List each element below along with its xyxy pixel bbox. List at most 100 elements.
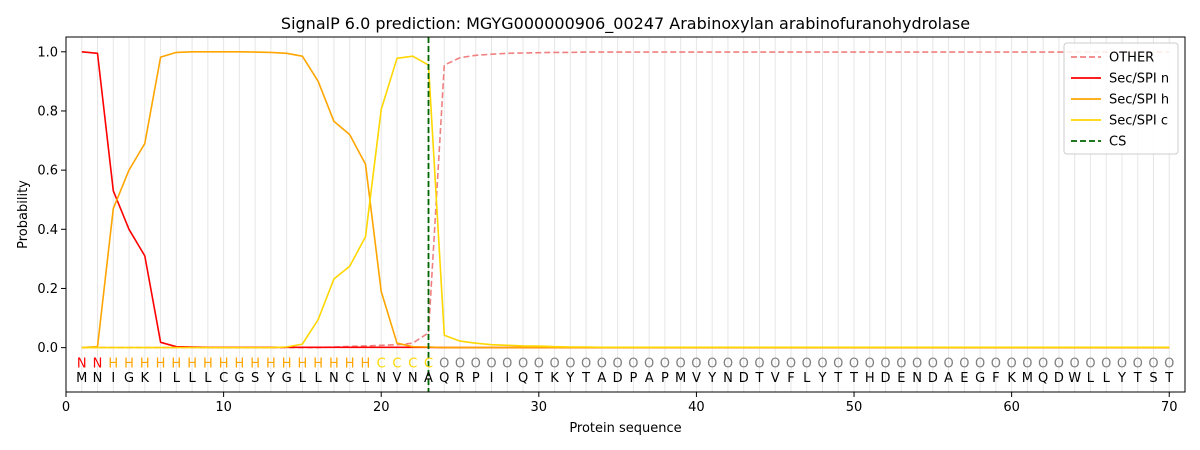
x-tick-label: 40: [688, 400, 705, 415]
region-label: H: [361, 356, 371, 371]
sequence-residue: N: [329, 371, 339, 386]
x-tick-label: 50: [846, 400, 863, 415]
region-label: O: [691, 356, 701, 371]
region-label: O: [739, 356, 749, 371]
sequence-residue: Q: [1038, 371, 1048, 386]
legend-box: [1063, 42, 1179, 155]
sequence-residue: W: [1068, 371, 1081, 386]
sequence-residue: L: [803, 371, 811, 386]
x-tick-label: 10: [215, 400, 232, 415]
region-label: O: [770, 356, 780, 371]
sequence-residue: L: [173, 371, 181, 386]
legend-label: Sec/SPI c: [1109, 114, 1168, 129]
sequence-residue: K: [1007, 371, 1016, 386]
x-tick-label: 30: [531, 400, 548, 415]
sequence-residue: V: [393, 371, 402, 386]
sequence-residue: D: [1054, 371, 1064, 386]
sequence-residue: V: [771, 371, 780, 386]
sequence-residue: C: [345, 371, 354, 386]
legend-label: Sec/SPI h: [1109, 93, 1169, 108]
x-tick-label: 0: [62, 400, 70, 415]
sequence-residue: P: [661, 371, 669, 386]
sequence-residue: V: [692, 371, 701, 386]
sequence-residue: I: [159, 371, 163, 386]
sequence-residue: L: [315, 371, 323, 386]
residue-labels: NMNNHIHGHKHIHLHLHLHCHGHSHYHGHLHLHNHCHLCN…: [76, 356, 1174, 386]
region-label: H: [187, 356, 197, 371]
axes: 0 10 20 30 40 50 60 70 0.0 0.2 0.4 0.6 0.8 1.0: [37, 45, 1177, 415]
sequence-residue: D: [739, 371, 749, 386]
sequence-residue: S: [251, 371, 259, 386]
sequence-residue: T: [1164, 371, 1173, 386]
region-label: H: [266, 356, 276, 371]
x-tick-label: 60: [1003, 400, 1020, 415]
sequence-residue: T: [754, 371, 763, 386]
y-tick-label: 1.0: [37, 45, 58, 60]
region-label: H: [250, 356, 260, 371]
sequence-residue: M: [1022, 371, 1033, 386]
sequence-residue: G: [124, 371, 134, 386]
sequence-residue: L: [1087, 371, 1095, 386]
sequence-residue: E: [897, 371, 905, 386]
legend: OTHER Sec/SPI n Sec/SPI h Sec/SPI c CS: [1063, 42, 1179, 155]
y-tick-label: 0.8: [37, 104, 58, 119]
sequence-residue: T: [849, 371, 858, 386]
region-label: O: [628, 356, 638, 371]
region-label: O: [723, 356, 733, 371]
region-label: O: [1133, 356, 1143, 371]
region-label: O: [754, 356, 764, 371]
chart-title: SignalP 6.0 prediction: MGYG000000906_00…: [281, 14, 970, 34]
sequence-residue: E: [960, 371, 968, 386]
region-label: H: [313, 356, 323, 371]
region-label: O: [833, 356, 843, 371]
region-label: O: [1070, 356, 1080, 371]
sequence-residue: T: [581, 371, 590, 386]
region-label: O: [581, 356, 591, 371]
sequence-residue: C: [219, 371, 228, 386]
region-label: O: [849, 356, 859, 371]
region-label: O: [896, 356, 906, 371]
legend-label: CS: [1109, 135, 1126, 150]
sequence-residue: G: [234, 371, 244, 386]
sequence-residue: P: [629, 371, 637, 386]
x-tick-label: 20: [373, 400, 390, 415]
region-label: C: [408, 356, 417, 371]
region-label: O: [1148, 356, 1158, 371]
region-label: O: [549, 356, 559, 371]
region-label: C: [377, 356, 386, 371]
region-label: N: [77, 356, 87, 371]
y-tick-label: 0.6: [37, 164, 58, 179]
sequence-residue: I: [505, 371, 509, 386]
region-label: O: [786, 356, 796, 371]
region-label: H: [156, 356, 166, 371]
series-line-sec-spi-c: [81, 55, 1170, 349]
y-tick-label: 0.0: [37, 341, 58, 356]
y-tick-label: 0.4: [37, 223, 58, 238]
region-label: H: [219, 356, 229, 371]
region-label: O: [439, 356, 449, 371]
sequence-residue: F: [787, 371, 794, 386]
region-label: O: [1117, 356, 1127, 371]
sequence-residue: N: [408, 371, 418, 386]
region-label: O: [518, 356, 528, 371]
region-label: H: [329, 356, 339, 371]
legend-label: OTHER: [1109, 51, 1154, 66]
sequence-residue: Y: [266, 371, 275, 386]
sequence-residue: Y: [565, 371, 574, 386]
sequence-residue: N: [376, 371, 386, 386]
sequence-residue: D: [928, 371, 938, 386]
sequence-residue: S: [1149, 371, 1157, 386]
region-label: O: [802, 356, 812, 371]
region-label: C: [392, 356, 401, 371]
sequence-residue: A: [424, 371, 433, 386]
region-label: O: [1038, 356, 1048, 371]
region-label: H: [124, 356, 134, 371]
region-label: O: [1101, 356, 1111, 371]
region-label: H: [171, 356, 181, 371]
plot-frame: [65, 36, 1186, 393]
sequence-residue: A: [645, 371, 654, 386]
region-label: H: [140, 356, 150, 371]
x-tick-label: 70: [1161, 400, 1178, 415]
region-label: O: [613, 356, 623, 371]
